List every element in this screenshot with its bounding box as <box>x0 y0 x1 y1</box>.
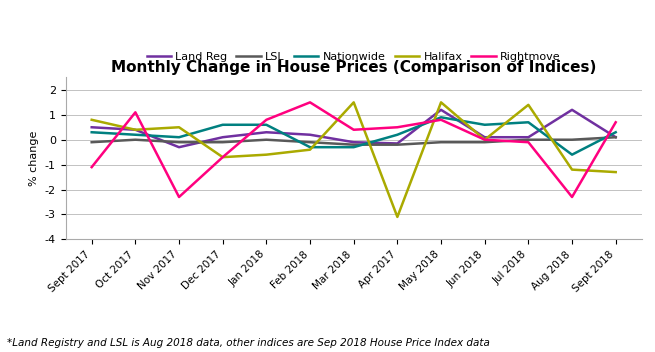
LSL <box>219 140 227 144</box>
Nationwide <box>219 122 227 127</box>
Nationwide <box>394 133 402 137</box>
Halifax <box>219 155 227 159</box>
Line: LSL: LSL <box>92 137 616 145</box>
LSL <box>437 140 445 144</box>
Nationwide <box>263 122 271 127</box>
Rightmove <box>350 128 358 132</box>
Rightmove <box>88 165 96 169</box>
Nationwide <box>437 115 445 119</box>
Halifax <box>175 125 183 130</box>
Legend: Land Reg, LSL, Nationwide, Halifax, Rightmove: Land Reg, LSL, Nationwide, Halifax, Righ… <box>142 48 565 66</box>
Rightmove <box>568 195 576 199</box>
Halifax <box>350 100 358 105</box>
Title: Monthly Change in House Prices (Comparison of Indices): Monthly Change in House Prices (Comparis… <box>111 60 597 75</box>
Nationwide <box>481 122 489 127</box>
Land Reg <box>263 130 271 134</box>
LSL <box>568 138 576 142</box>
Nationwide <box>350 145 358 149</box>
Land Reg <box>481 135 489 139</box>
Nationwide <box>132 133 140 137</box>
Text: *Land Registry and LSL is Aug 2018 data, other indices are Sep 2018 House Price : *Land Registry and LSL is Aug 2018 data,… <box>7 339 489 348</box>
Rightmove <box>394 125 402 130</box>
Halifax <box>612 170 620 174</box>
Rightmove <box>263 118 271 122</box>
Rightmove <box>612 120 620 124</box>
Halifax <box>132 128 140 132</box>
Halifax <box>306 147 314 152</box>
LSL <box>132 138 140 142</box>
Halifax <box>525 103 533 107</box>
Land Reg <box>88 125 96 130</box>
LSL <box>175 140 183 144</box>
Line: Rightmove: Rightmove <box>92 102 616 197</box>
Rightmove <box>437 118 445 122</box>
Nationwide <box>88 130 96 134</box>
Nationwide <box>306 145 314 149</box>
LSL <box>481 140 489 144</box>
Nationwide <box>175 135 183 139</box>
LSL <box>263 138 271 142</box>
Land Reg <box>394 142 402 146</box>
Land Reg <box>306 133 314 137</box>
Land Reg <box>175 145 183 149</box>
Rightmove <box>481 138 489 142</box>
Rightmove <box>219 155 227 159</box>
Line: Land Reg: Land Reg <box>92 110 616 147</box>
Land Reg <box>612 135 620 139</box>
Land Reg <box>437 108 445 112</box>
Line: Nationwide: Nationwide <box>92 117 616 155</box>
LSL <box>394 143 402 147</box>
Nationwide <box>612 130 620 134</box>
Halifax <box>394 215 402 219</box>
Rightmove <box>306 100 314 105</box>
Rightmove <box>132 110 140 114</box>
Rightmove <box>525 140 533 144</box>
LSL <box>525 138 533 142</box>
Y-axis label: % change: % change <box>29 131 39 186</box>
LSL <box>350 143 358 147</box>
Halifax <box>481 138 489 142</box>
Halifax <box>263 152 271 157</box>
LSL <box>306 140 314 144</box>
Land Reg <box>219 135 227 139</box>
LSL <box>88 140 96 144</box>
Land Reg <box>132 128 140 132</box>
Nationwide <box>525 120 533 124</box>
Line: Halifax: Halifax <box>92 102 616 217</box>
Nationwide <box>568 152 576 157</box>
Halifax <box>568 168 576 172</box>
Halifax <box>437 100 445 105</box>
LSL <box>612 135 620 139</box>
Halifax <box>88 118 96 122</box>
Land Reg <box>525 135 533 139</box>
Rightmove <box>175 195 183 199</box>
Land Reg <box>350 140 358 144</box>
Land Reg <box>568 108 576 112</box>
